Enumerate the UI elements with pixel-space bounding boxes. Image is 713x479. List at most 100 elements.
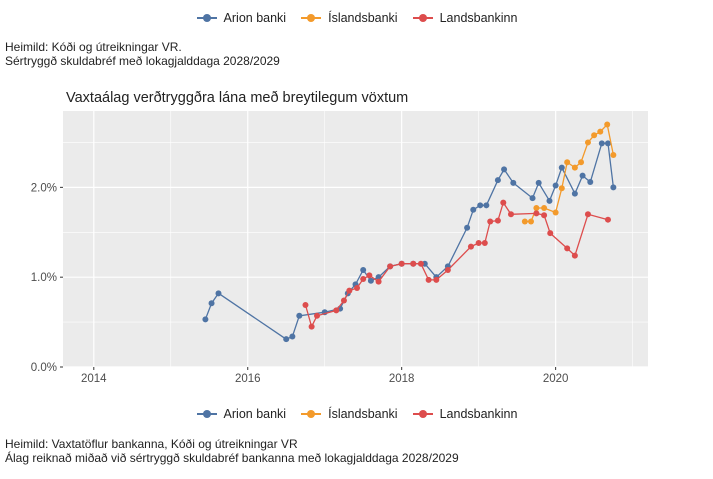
data-point-arion-banki: [552, 182, 559, 189]
y-tick-label: 1.0%: [31, 272, 57, 284]
legend-label-arion-bottom: Arion banki: [223, 407, 287, 421]
data-point-landsbankinn: [604, 216, 611, 223]
data-point-landsbankinn: [375, 278, 382, 285]
data-point-landsbankinn: [387, 263, 394, 270]
data-point-islandsbanki: [578, 159, 585, 166]
data-point-arion-banki: [296, 312, 303, 319]
data-point-islandsbanki: [564, 159, 571, 166]
legend-key-arion-bottom: [196, 408, 218, 420]
data-point-landsbankinn: [467, 243, 474, 250]
data-point-islandsbanki: [552, 209, 559, 216]
data-point-arion-banki: [501, 166, 508, 173]
data-point-arion-banki: [367, 277, 374, 284]
data-point-arion-banki: [546, 197, 553, 204]
top-note-line-2: Sértryggð skuldabréf með lokagjalddaga 2…: [5, 54, 280, 68]
legend-key-islandsbanki: [300, 12, 322, 24]
data-point-arion-banki: [283, 336, 290, 343]
legend-label-arion: Arion banki: [223, 11, 287, 25]
data-point-islandsbanki: [591, 132, 598, 139]
data-point-landsbankinn: [302, 302, 309, 309]
legend-key-landsbankinn-bottom: [412, 408, 434, 420]
data-point-arion-banki: [483, 202, 490, 209]
legend-label-landsbankinn: Landsbankinn: [439, 11, 518, 25]
legend-item-landsbankinn: Landsbankinn: [412, 11, 518, 25]
data-point-islandsbanki: [604, 121, 611, 128]
data-point-landsbankinn: [475, 240, 482, 247]
data-point-islandsbanki: [528, 218, 534, 225]
data-point-arion-banki: [360, 266, 367, 273]
data-point-landsbankinn: [417, 260, 424, 267]
series-layer: [202, 121, 617, 343]
data-point-arion-banki: [477, 202, 484, 209]
data-point-arion-banki: [604, 140, 611, 147]
bottom-source-note: Heimild: Vaxtatöflur bankanna, Kóði og ú…: [5, 437, 459, 465]
data-point-landsbankinn: [433, 276, 440, 283]
data-point-arion-banki: [535, 179, 542, 186]
data-point-arion-banki: [558, 164, 565, 171]
data-point-islandsbanki: [558, 185, 565, 192]
data-point-islandsbanki: [584, 139, 591, 146]
data-point-islandsbanki: [597, 128, 604, 135]
data-point-landsbankinn: [366, 272, 373, 279]
data-point-arion-banki: [598, 140, 605, 147]
data-point-arion-banki: [208, 300, 215, 307]
x-tick-label: 2020: [543, 373, 569, 385]
data-point-islandsbanki: [610, 152, 617, 159]
y-tick-label: 0.0%: [31, 362, 57, 374]
data-point-landsbankinn: [398, 260, 405, 267]
data-point-landsbankinn: [314, 312, 321, 319]
data-point-landsbankinn: [425, 276, 432, 283]
data-point-arion-banki: [464, 224, 471, 231]
chart-title: Vaxtaálag verðtryggðra lána með breytile…: [66, 90, 408, 106]
data-point-arion-banki: [571, 190, 578, 197]
top-source-note: Heimild: Kóði og útreikningar VR. Sértry…: [5, 40, 280, 68]
data-point-landsbankinn: [541, 212, 548, 219]
top-legend: Arion banki Íslandsbanki Landsbankinn: [0, 7, 713, 29]
x-tick-label: 2016: [235, 373, 261, 385]
top-note-line-1: Heimild: Kóði og útreikningar VR.: [5, 40, 182, 54]
data-point-arion-banki: [587, 178, 594, 185]
legend-item-islandsbanki-bottom: Íslandsbanki: [300, 407, 398, 421]
x-tick-label: 2018: [389, 373, 415, 385]
data-point-arion-banki: [529, 195, 536, 202]
legend-label-landsbankinn-bottom: Landsbankinn: [439, 407, 518, 421]
bottom-note-line-2: Álag reiknað miðað við sértryggð skuldab…: [5, 451, 459, 465]
data-point-islandsbanki: [521, 218, 528, 225]
data-point-landsbankinn: [533, 210, 540, 217]
data-point-landsbankinn: [360, 275, 367, 282]
legend-item-islandsbanki: Íslandsbanki: [300, 11, 398, 25]
data-point-arion-banki: [510, 179, 517, 186]
y-axis: 0.0% 1.0% 2.0%: [31, 182, 63, 374]
data-point-arion-banki: [470, 206, 477, 213]
data-point-landsbankinn: [547, 230, 554, 237]
data-point-landsbankinn: [500, 199, 507, 206]
data-point-landsbankinn: [571, 252, 578, 259]
data-point-landsbankinn: [507, 211, 514, 218]
x-axis: 2014 2016 2018 2020: [81, 367, 568, 385]
data-point-landsbankinn: [333, 307, 340, 314]
data-point-landsbankinn: [410, 260, 417, 267]
line-chart: Vaxtaálag verðtryggðra lána með breytile…: [31, 90, 648, 385]
data-point-landsbankinn: [494, 217, 501, 224]
data-point-landsbankinn: [308, 323, 315, 330]
y-tick-label: 2.0%: [31, 182, 57, 194]
data-point-landsbankinn: [354, 284, 361, 291]
bottom-legend: Arion banki Íslandsbanki Landsbankinn: [0, 403, 713, 425]
legend-item-arion: Arion banki: [196, 11, 287, 25]
legend-item-landsbankinn-bottom: Landsbankinn: [412, 407, 518, 421]
data-point-landsbankinn: [444, 266, 451, 273]
legend-key-arion: [196, 12, 218, 24]
data-point-islandsbanki: [571, 164, 578, 171]
data-point-arion-banki: [202, 316, 209, 323]
data-point-islandsbanki: [533, 205, 540, 212]
data-point-arion-banki: [610, 184, 617, 191]
data-point-landsbankinn: [564, 245, 571, 252]
legend-key-landsbankinn: [412, 12, 434, 24]
data-point-arion-banki: [579, 172, 586, 179]
bottom-note-line-1: Heimild: Vaxtatöflur bankanna, Kóði og ú…: [5, 437, 298, 451]
data-point-arion-banki: [494, 177, 501, 184]
data-point-landsbankinn: [481, 240, 488, 247]
plot-panel: [63, 111, 648, 367]
major-grid: [63, 111, 648, 368]
data-point-arion-banki: [289, 333, 296, 340]
